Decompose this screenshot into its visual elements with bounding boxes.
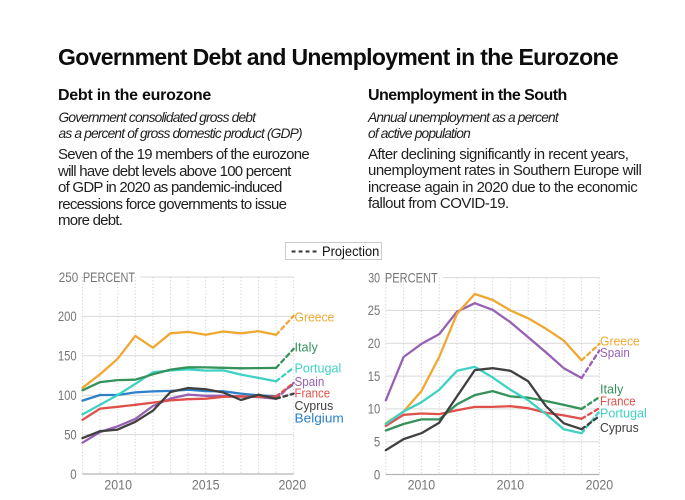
svg-text:200: 200 [58, 309, 77, 324]
svg-text:0: 0 [374, 467, 381, 482]
svg-text:150: 150 [58, 349, 77, 364]
svg-text:Cyprus: Cyprus [600, 420, 639, 435]
svg-text:Cyprus: Cyprus [295, 398, 334, 413]
svg-text:10: 10 [368, 402, 381, 417]
svg-text:France: France [295, 386, 331, 401]
svg-text:Spain: Spain [295, 374, 325, 389]
svg-text:250: 250 [59, 270, 79, 285]
svg-text:PERCENT: PERCENT [83, 270, 136, 285]
svg-text:2010: 2010 [408, 478, 436, 493]
svg-text:20: 20 [368, 336, 381, 351]
svg-text:100: 100 [58, 388, 77, 403]
svg-text:Greece: Greece [600, 333, 640, 348]
svg-text:15: 15 [368, 369, 381, 384]
svg-text:0: 0 [70, 467, 77, 482]
svg-text:Portugal: Portugal [600, 406, 647, 421]
svg-text:Belgium: Belgium [295, 411, 344, 426]
svg-text:PERCENT: PERCENT [385, 270, 438, 285]
svg-text:2010: 2010 [104, 478, 132, 493]
svg-text:Greece: Greece [295, 309, 335, 324]
svg-text:2010: 2010 [497, 478, 525, 493]
svg-text:Italy: Italy [600, 382, 624, 397]
svg-text:France: France [600, 394, 636, 409]
svg-text:Italy: Italy [295, 340, 319, 355]
svg-text:30: 30 [368, 270, 380, 285]
svg-text:Portugal: Portugal [295, 361, 342, 376]
svg-text:5: 5 [374, 435, 381, 450]
svg-text:Spain: Spain [600, 345, 630, 360]
svg-text:25: 25 [368, 303, 381, 318]
svg-text:Projection: Projection [322, 243, 379, 259]
svg-text:2015: 2015 [192, 478, 220, 493]
svg-text:50: 50 [64, 427, 77, 442]
svg-text:2020: 2020 [279, 478, 307, 493]
svg-text:2020: 2020 [586, 478, 614, 493]
